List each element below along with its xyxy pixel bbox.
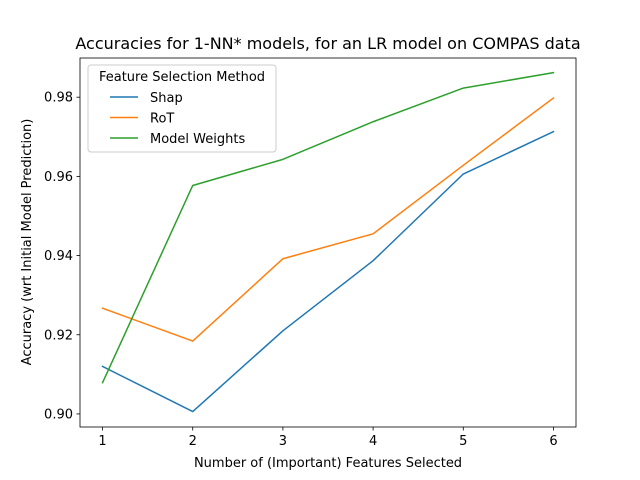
y-tick-label: 0.94 bbox=[44, 249, 73, 264]
y-tick-label: 0.98 bbox=[44, 91, 73, 106]
legend-box bbox=[87, 64, 277, 153]
series-line-rot bbox=[101, 96, 555, 342]
series-line-model-weights bbox=[101, 71, 555, 384]
x-tick-label: 5 bbox=[459, 434, 467, 449]
y-tick-label: 0.90 bbox=[44, 407, 73, 422]
y-tick-label: 0.96 bbox=[44, 170, 73, 185]
legend: Feature Selection Method Shap RoT Model We… bbox=[87, 64, 277, 153]
x-tick-label: 4 bbox=[369, 434, 377, 449]
legend-label: RoT bbox=[150, 112, 174, 127]
series-line-shap bbox=[101, 130, 555, 413]
legend-label: Model Weights bbox=[150, 132, 245, 147]
x-tick-label: 6 bbox=[549, 434, 557, 449]
legend-title: Feature Selection Method bbox=[99, 70, 265, 85]
x-axis-label: Number of (Important) Features Selected bbox=[194, 456, 462, 471]
chart-title: Accuracies for 1-NN* models, for an LR m… bbox=[75, 34, 580, 53]
x-tick-label: 3 bbox=[279, 434, 287, 449]
axis-ticks: 1 2 3 4 5 6 0.90 0.92 0.94 0.96 0.98 bbox=[44, 91, 558, 449]
legend-label: Shap bbox=[150, 91, 183, 106]
y-tick-label: 0.92 bbox=[44, 328, 73, 343]
x-tick-label: 2 bbox=[189, 434, 197, 449]
plot-frame bbox=[79, 57, 577, 428]
plot-area bbox=[79, 57, 577, 428]
x-tick-label: 1 bbox=[98, 434, 106, 449]
y-axis-label: Accuracy (wrt Initial Model Prediction) bbox=[20, 119, 35, 366]
